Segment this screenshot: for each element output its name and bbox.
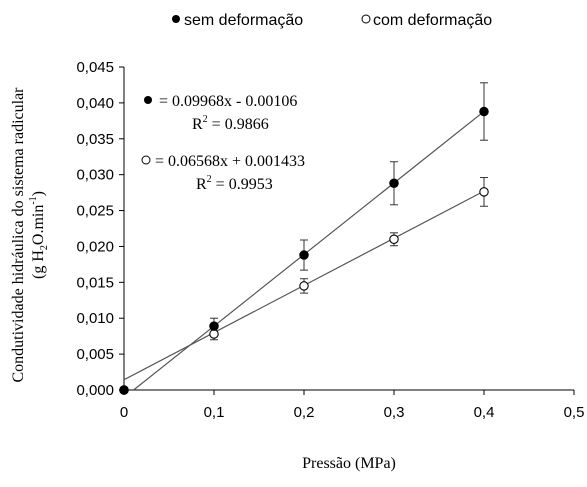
y-tick-label: 0,035 [76, 131, 114, 148]
y-ticks: 0,000 0,005 0,010 0,015 0,020 0,025 0,030 0,035… [76, 59, 124, 399]
r2-sem-deformacao: R2 = 0.9866 [192, 114, 269, 133]
x-axis-title: Pressão (MPa) [302, 455, 396, 472]
legend-label-com-deformacao: com deformação [373, 12, 492, 29]
y-tick-label: 0,015 [76, 274, 114, 291]
data-point-series-0 [299, 250, 309, 260]
y-tick-label: 0,045 [76, 59, 114, 76]
data-points [119, 106, 489, 395]
data-point-series-1 [479, 187, 489, 197]
equation-marker-com-deformacao [141, 155, 151, 165]
x-tick-label: 0,4 [474, 404, 495, 421]
y-tick-label: 0,025 [76, 203, 114, 220]
legend-marker-sem-deformacao [172, 15, 180, 23]
data-point-series-0 [389, 178, 399, 189]
y-tick-label: 0,040 [76, 95, 114, 112]
y-axis-title: Condutividade hidráulica do sistema radi… [10, 87, 50, 383]
x-tick-label: 0,1 [204, 404, 225, 421]
data-point-series-1 [299, 281, 309, 291]
equation-marker-sem-deformacao [144, 96, 152, 104]
r2-com-deformacao: R2 = 0.9953 [196, 174, 273, 193]
equation-com-deformacao: = 0.06568x + 0.001433 [155, 153, 305, 170]
x-tick-label: 0,3 [384, 404, 405, 421]
data-point-series-1 [389, 234, 399, 245]
data-point-series-0 [479, 106, 489, 117]
x-ticks: 0 0,1 0,2 0,3 0,4 0,5 [120, 390, 585, 421]
data-point-series-1 [209, 329, 219, 339]
equation-sem-deformacao: = 0.09968x - 0.00106 [159, 93, 297, 110]
legend-marker-com-deformacao [361, 14, 371, 24]
y-tick-label: 0,005 [76, 346, 114, 363]
x-tick-label: 0 [120, 404, 128, 421]
y-axis-title-line1: Condutividade hidráulica do sistema radi… [10, 87, 27, 383]
x-tick-label: 0,2 [294, 404, 315, 421]
y-axis-title-line2: (g H2O.min-1) [28, 191, 50, 279]
legend-label-sem-deformacao: sem deformação [184, 12, 303, 29]
data-point-series-0 [209, 321, 219, 331]
equation-annotations: = 0.09968x - 0.00106 R2 = 0.9866 = 0.065… [141, 93, 305, 193]
axes [123, 67, 574, 391]
legend: sem deformação com deformação [172, 12, 492, 29]
data-point-series-0 [119, 385, 129, 395]
y-tick-label: 0,010 [76, 310, 114, 327]
x-tick-label: 0,5 [564, 404, 585, 421]
y-tick-label: 0,000 [76, 382, 114, 399]
y-tick-label: 0,020 [76, 238, 114, 255]
y-tick-label: 0,030 [76, 167, 114, 184]
